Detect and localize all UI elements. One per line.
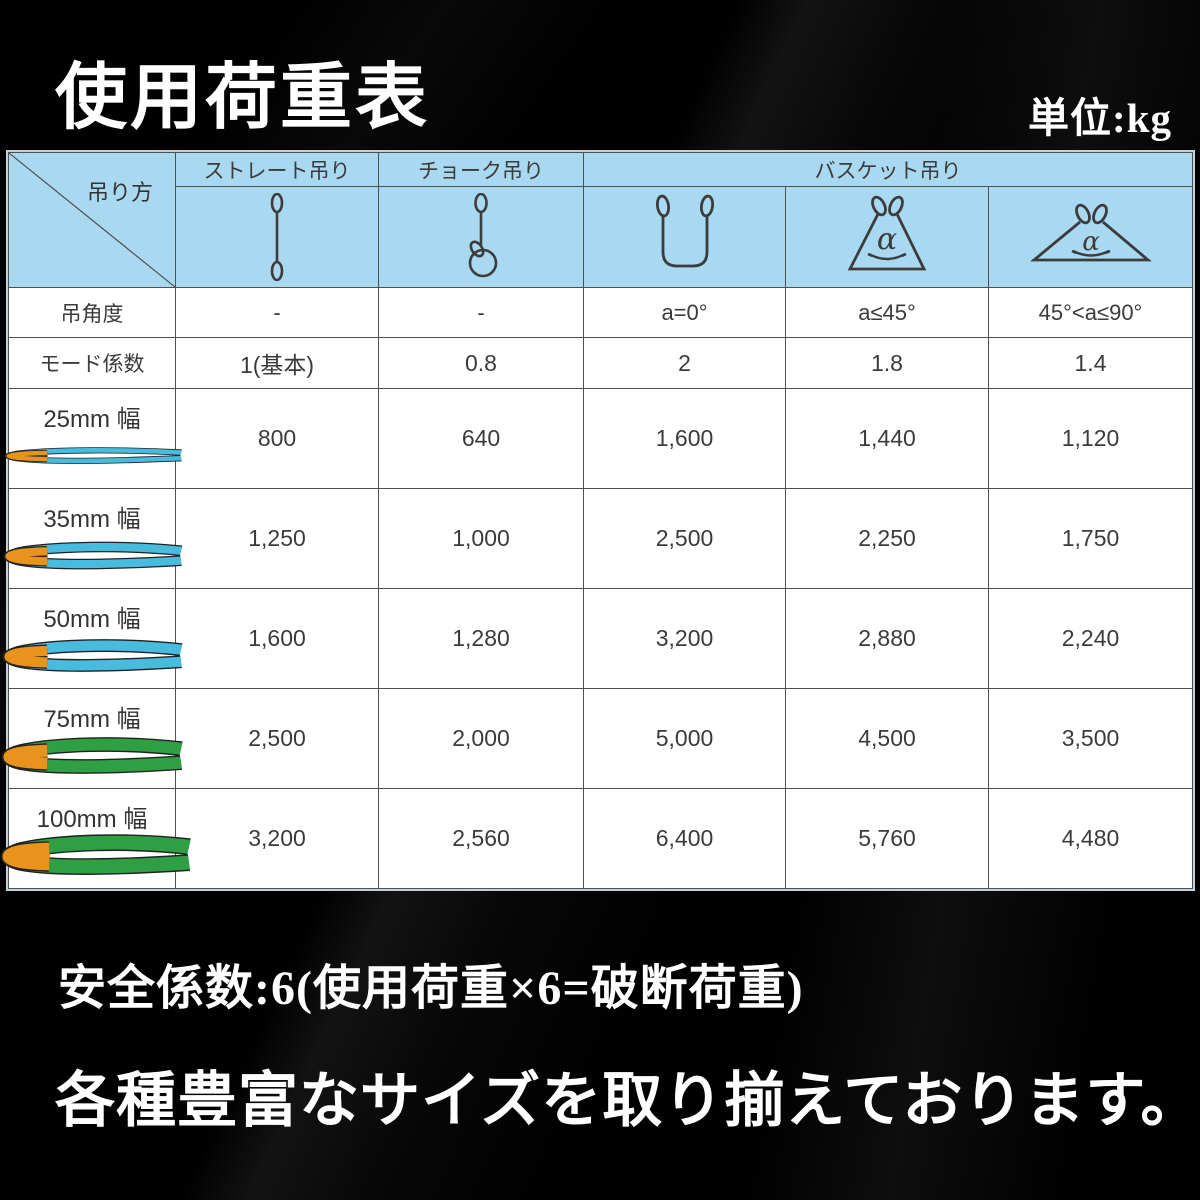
mode-value: 2 (583, 337, 786, 389)
choke-sling-cell (378, 186, 584, 288)
angle-row-label: 吊角度 (8, 287, 176, 338)
column-header-basket: バスケット吊り (582, 152, 1194, 187)
size-label: 75mm 幅 (43, 706, 141, 733)
size-label: 25mm 幅 (43, 406, 141, 433)
load-value: 2,500 (175, 688, 379, 789)
load-value: 5,000 (583, 688, 786, 789)
load-value: 3,200 (175, 788, 379, 889)
load-value: 1,280 (378, 588, 584, 689)
load-value: 5,760 (785, 788, 989, 889)
column-header-choke: チョーク吊り (378, 152, 584, 187)
size-label: 100mm 幅 (36, 806, 148, 833)
load-value: 4,500 (785, 688, 989, 789)
load-value: 640 (378, 388, 584, 489)
page-title: 使用荷重表 (55, 58, 431, 138)
size-row-header-35mm: 35mm 幅 (3, 488, 183, 589)
load-value: 800 (175, 388, 379, 489)
size-row-header-25mm: 25mm 幅 (4, 388, 182, 489)
load-table: 吊り方 ストレート吊り チョーク吊り バスケット吊り (0, 152, 1194, 889)
corner-label: 吊り方 (86, 180, 153, 205)
size-row-header-75mm: 75mm 幅 (1, 688, 183, 789)
choke-sling-icon (468, 193, 498, 278)
sling-photo-50mm (2, 639, 183, 672)
load-value: 1,750 (987, 488, 1194, 589)
load-value: 1,000 (378, 488, 584, 589)
corner-cell: 吊り方 (8, 152, 176, 288)
load-value: 2,000 (378, 688, 584, 789)
size-label: 35mm 幅 (43, 506, 141, 533)
angle-value: a≤45° (785, 287, 989, 338)
angle-value: 45°<a≤90° (987, 287, 1194, 338)
load-value: 2,250 (785, 488, 989, 589)
load-value: 3,200 (583, 588, 786, 689)
straight-sling-cell (175, 186, 379, 288)
basket-0-cell (583, 186, 786, 288)
safety-factor-note: 安全係数:6(使用荷重×6=破断荷重) (58, 962, 804, 1015)
sling-photo-25mm (4, 447, 182, 464)
size-label: 50mm 幅 (43, 606, 141, 633)
size-row-header-100mm: 100mm 幅 (0, 788, 191, 889)
load-value: 1,250 (175, 488, 379, 589)
straight-sling-icon (270, 193, 284, 281)
load-value: 2,560 (378, 788, 584, 889)
load-value: 1,440 (785, 388, 989, 489)
sizes-message: 各種豊富なサイズを取り揃えております。 (55, 1068, 1200, 1134)
basket-0-icon (655, 194, 714, 268)
angle-value: - (378, 287, 584, 338)
load-value: 3,500 (987, 688, 1194, 789)
mode-value: 0.8 (378, 337, 584, 389)
mode-row-label: モード係数 (8, 337, 176, 389)
angle-value: - (175, 287, 379, 338)
sling-photo-35mm (3, 541, 183, 570)
basket-90-cell: α (987, 186, 1194, 288)
sling-photo-100mm (0, 834, 191, 875)
load-value: 1,600 (583, 388, 786, 489)
basket-90-icon: α (1029, 203, 1152, 262)
alpha-symbol: α (877, 222, 897, 257)
load-value: 4,480 (987, 788, 1194, 889)
mode-value: 1.8 (785, 337, 989, 389)
load-value: 2,240 (987, 588, 1194, 689)
mode-value: 1(基本) (175, 337, 379, 389)
load-value: 1,120 (987, 388, 1194, 489)
basket-45-cell: α (785, 186, 989, 288)
basket-45-icon: α (847, 195, 927, 271)
column-header-straight: ストレート吊り (175, 152, 379, 187)
load-value: 6,400 (583, 788, 786, 889)
mode-value: 1.4 (987, 337, 1194, 389)
angle-value: a=0° (583, 287, 786, 338)
load-value: 1,600 (175, 588, 379, 689)
unit-label: 単位:kg (1028, 95, 1172, 141)
corner-diagonal-line (9, 153, 175, 287)
size-row-header-50mm: 50mm 幅 (2, 588, 183, 689)
alpha-symbol: α (1082, 227, 1100, 257)
load-value: 2,500 (583, 488, 786, 589)
sling-photo-75mm (1, 737, 183, 774)
load-value: 2,880 (785, 588, 989, 689)
